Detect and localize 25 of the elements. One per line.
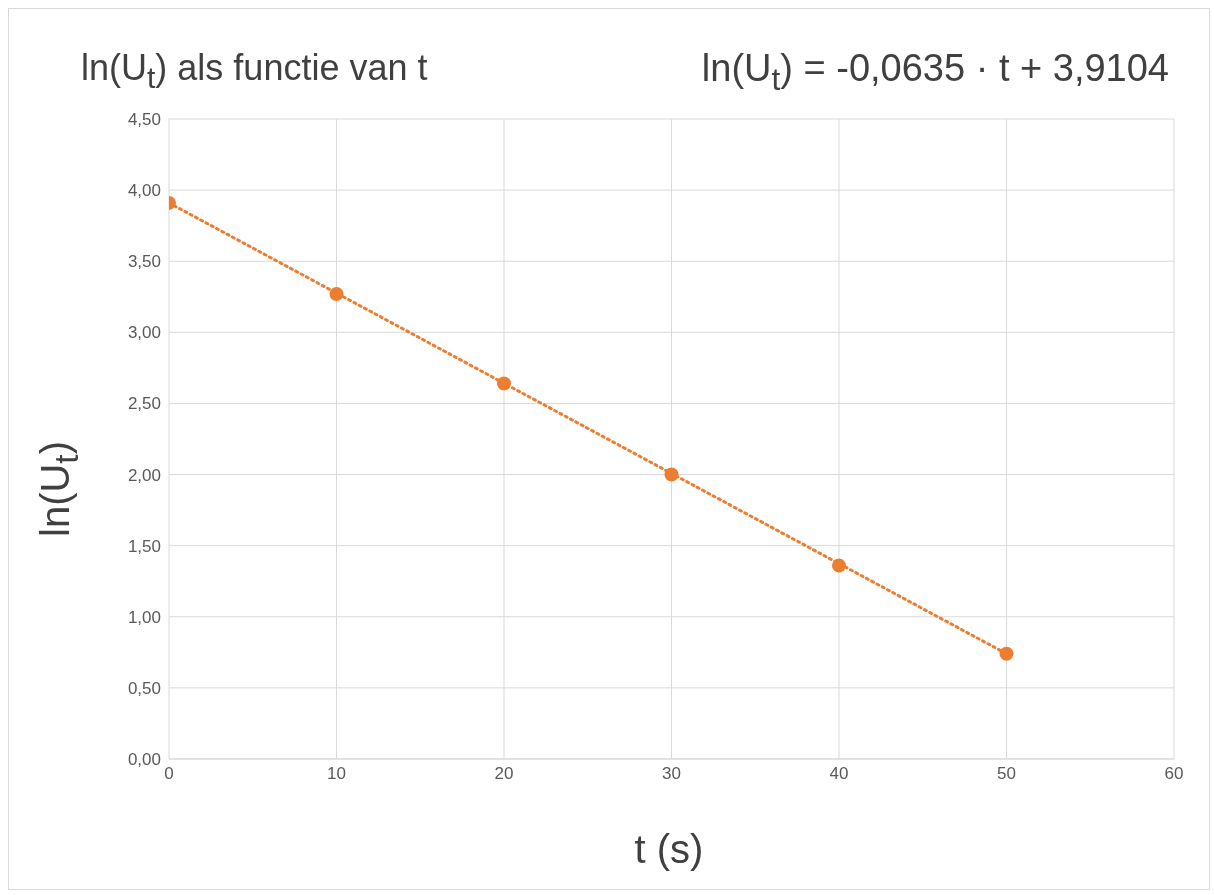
y-tick-label: 4,50 xyxy=(127,110,161,130)
point xyxy=(329,286,344,301)
point xyxy=(664,467,679,482)
x-tick-label: 20 xyxy=(494,764,514,784)
x-axis-title: t (s) xyxy=(634,827,704,872)
text: ln(U$_{t}$) = -0,0635 · t + 3,9104 xyxy=(701,47,1169,98)
y-tick-label: 0,00 xyxy=(127,750,161,770)
x-tick-label: 50 xyxy=(997,764,1016,784)
x-tick-label: 30 xyxy=(662,764,681,784)
y-tick-label: 3,00 xyxy=(127,323,161,343)
x-tick-label: 40 xyxy=(829,764,849,784)
y-tick-label: 2,00 xyxy=(127,465,161,485)
y-tick-label: 2,50 xyxy=(127,394,161,414)
point xyxy=(497,376,511,391)
y-tick-label: 4,00 xyxy=(127,181,161,201)
chart-title: ln(U$_{t}$) als functie van t xyxy=(81,47,428,96)
x-tick-label: 60 xyxy=(1164,764,1184,784)
y-tick-label: 3,50 xyxy=(127,252,161,272)
y-tick-label: 1,00 xyxy=(127,607,161,627)
y-tick-label: 0,50 xyxy=(127,678,161,698)
x-tick-label: 10 xyxy=(327,764,346,784)
x-tick-label: 0 xyxy=(164,764,174,784)
y-tick-label: 1,50 xyxy=(127,536,161,556)
point xyxy=(999,646,1014,661)
point xyxy=(832,558,846,573)
